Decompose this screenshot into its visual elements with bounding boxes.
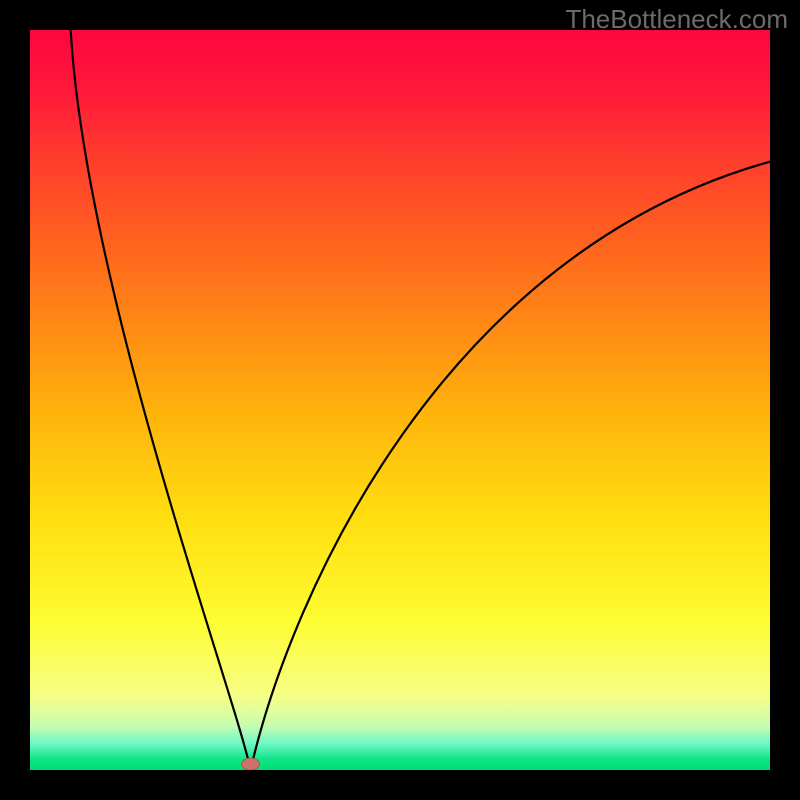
figure-root: TheBottleneck.com	[0, 0, 800, 800]
vertex-marker	[242, 758, 260, 770]
bottleneck-chart	[0, 0, 800, 800]
watermark-text: TheBottleneck.com	[565, 4, 788, 35]
